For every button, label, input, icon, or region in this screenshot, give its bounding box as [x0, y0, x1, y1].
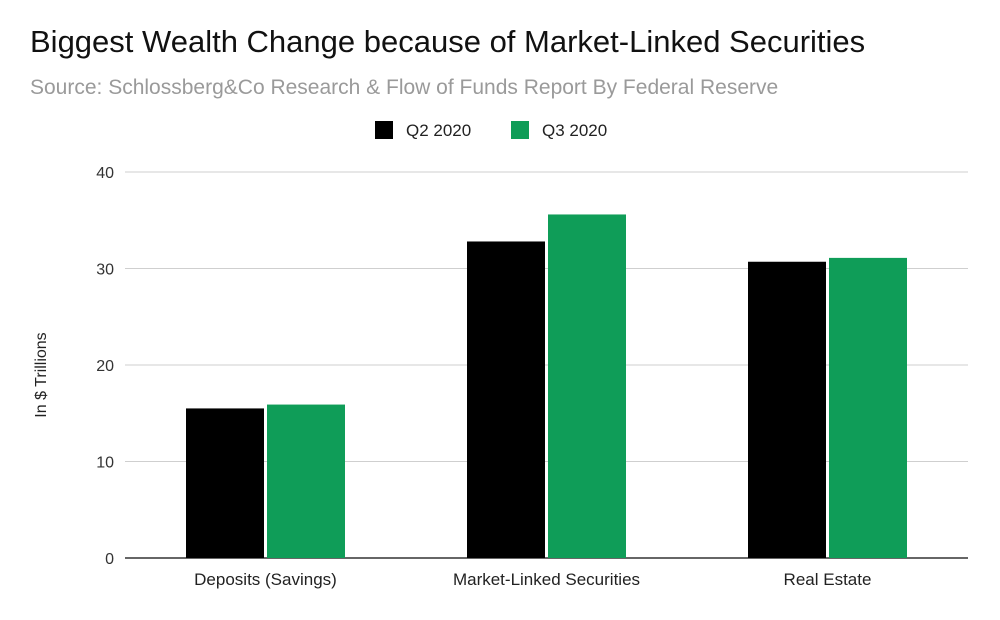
y-tick-label: 0 — [105, 551, 114, 568]
chart-title: Biggest Wealth Change because of Market-… — [30, 24, 866, 59]
bar-q3-2020 — [267, 404, 345, 558]
y-tick-label: 40 — [96, 165, 114, 182]
y-axis-ticks: 0 10 20 30 40 — [96, 165, 114, 568]
x-category-label: Deposits (Savings) — [194, 570, 337, 589]
bar-q2-2020 — [748, 261, 826, 558]
legend-swatch — [375, 121, 393, 139]
y-tick-label: 10 — [96, 455, 114, 472]
x-category-label: Market-Linked Securities — [453, 570, 640, 589]
legend-label: Q2 2020 — [406, 121, 471, 140]
bar-q2-2020 — [186, 408, 264, 558]
legend: Q2 2020 Q3 2020 — [375, 121, 607, 140]
gridlines — [125, 171, 968, 559]
bar-q3-2020 — [829, 257, 907, 558]
chart-subtitle: Source: Schlossberg&Co Research & Flow o… — [30, 76, 779, 99]
y-axis-label: In $ Trillions — [33, 332, 50, 417]
bar-q3-2020 — [548, 214, 626, 558]
legend-swatch — [511, 121, 529, 139]
y-tick-label: 30 — [96, 262, 114, 279]
x-category-label: Real Estate — [784, 570, 872, 589]
y-tick-label: 20 — [96, 358, 114, 375]
x-axis-categories: Deposits (Savings) Market-Linked Securiti… — [194, 570, 871, 589]
bars — [186, 214, 907, 559]
bar-q2-2020 — [467, 241, 545, 559]
legend-label: Q3 2020 — [542, 121, 607, 140]
